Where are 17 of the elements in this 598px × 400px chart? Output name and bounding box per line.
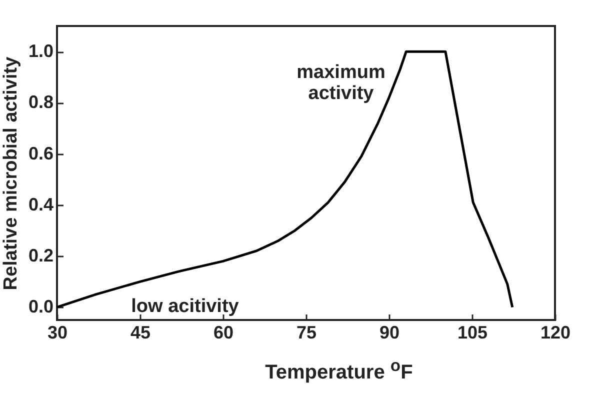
- x-tick-label: 30: [47, 322, 68, 342]
- annotation: maximum activity: [296, 62, 386, 104]
- y-tick-label: 0.4: [28, 194, 54, 214]
- x-tick-label: 60: [213, 322, 234, 342]
- x-axis-title: Temperature $^{o}$F: [264, 356, 414, 385]
- x-tick-label: 120: [540, 322, 571, 342]
- x-tick-label: 45: [130, 322, 151, 342]
- y-tick-label: 1.0: [28, 41, 54, 62]
- y-axis-title: Relative microbial activity: [0, 56, 22, 290]
- x-tick-label: 75: [296, 322, 317, 342]
- y-tick-label: 0.6: [28, 143, 54, 164]
- y-tick-label: 0.2: [28, 246, 54, 266]
- y-tick-label: 0.0: [28, 296, 54, 317]
- x-tick-label: 90: [379, 322, 400, 342]
- x-tick-label: 105: [457, 322, 488, 342]
- annotation: low acitivity: [131, 296, 240, 317]
- y-tick-label: 0.8: [28, 92, 54, 112]
